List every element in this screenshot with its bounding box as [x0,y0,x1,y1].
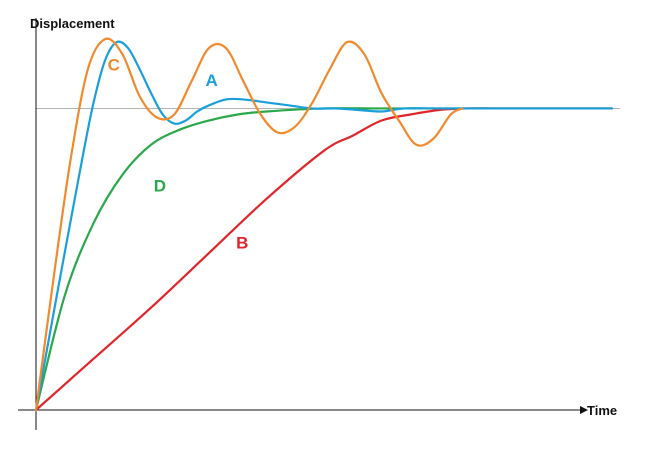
series-label-b: B [236,234,248,253]
series-line-a [34,40,614,412]
series-label-a: A [206,71,218,90]
x-axis-title: Time [587,403,617,418]
series-label-c: C [108,56,120,75]
series-line-d [34,107,614,412]
y-axis-title: Displacement [30,16,115,31]
series-line-b [34,107,614,412]
series-label-layer: A B C D [108,56,249,253]
series-label-d: D [154,176,166,195]
x-axis-arrow-icon [580,406,588,414]
series-line-c [34,37,464,412]
series-layer [34,37,614,412]
